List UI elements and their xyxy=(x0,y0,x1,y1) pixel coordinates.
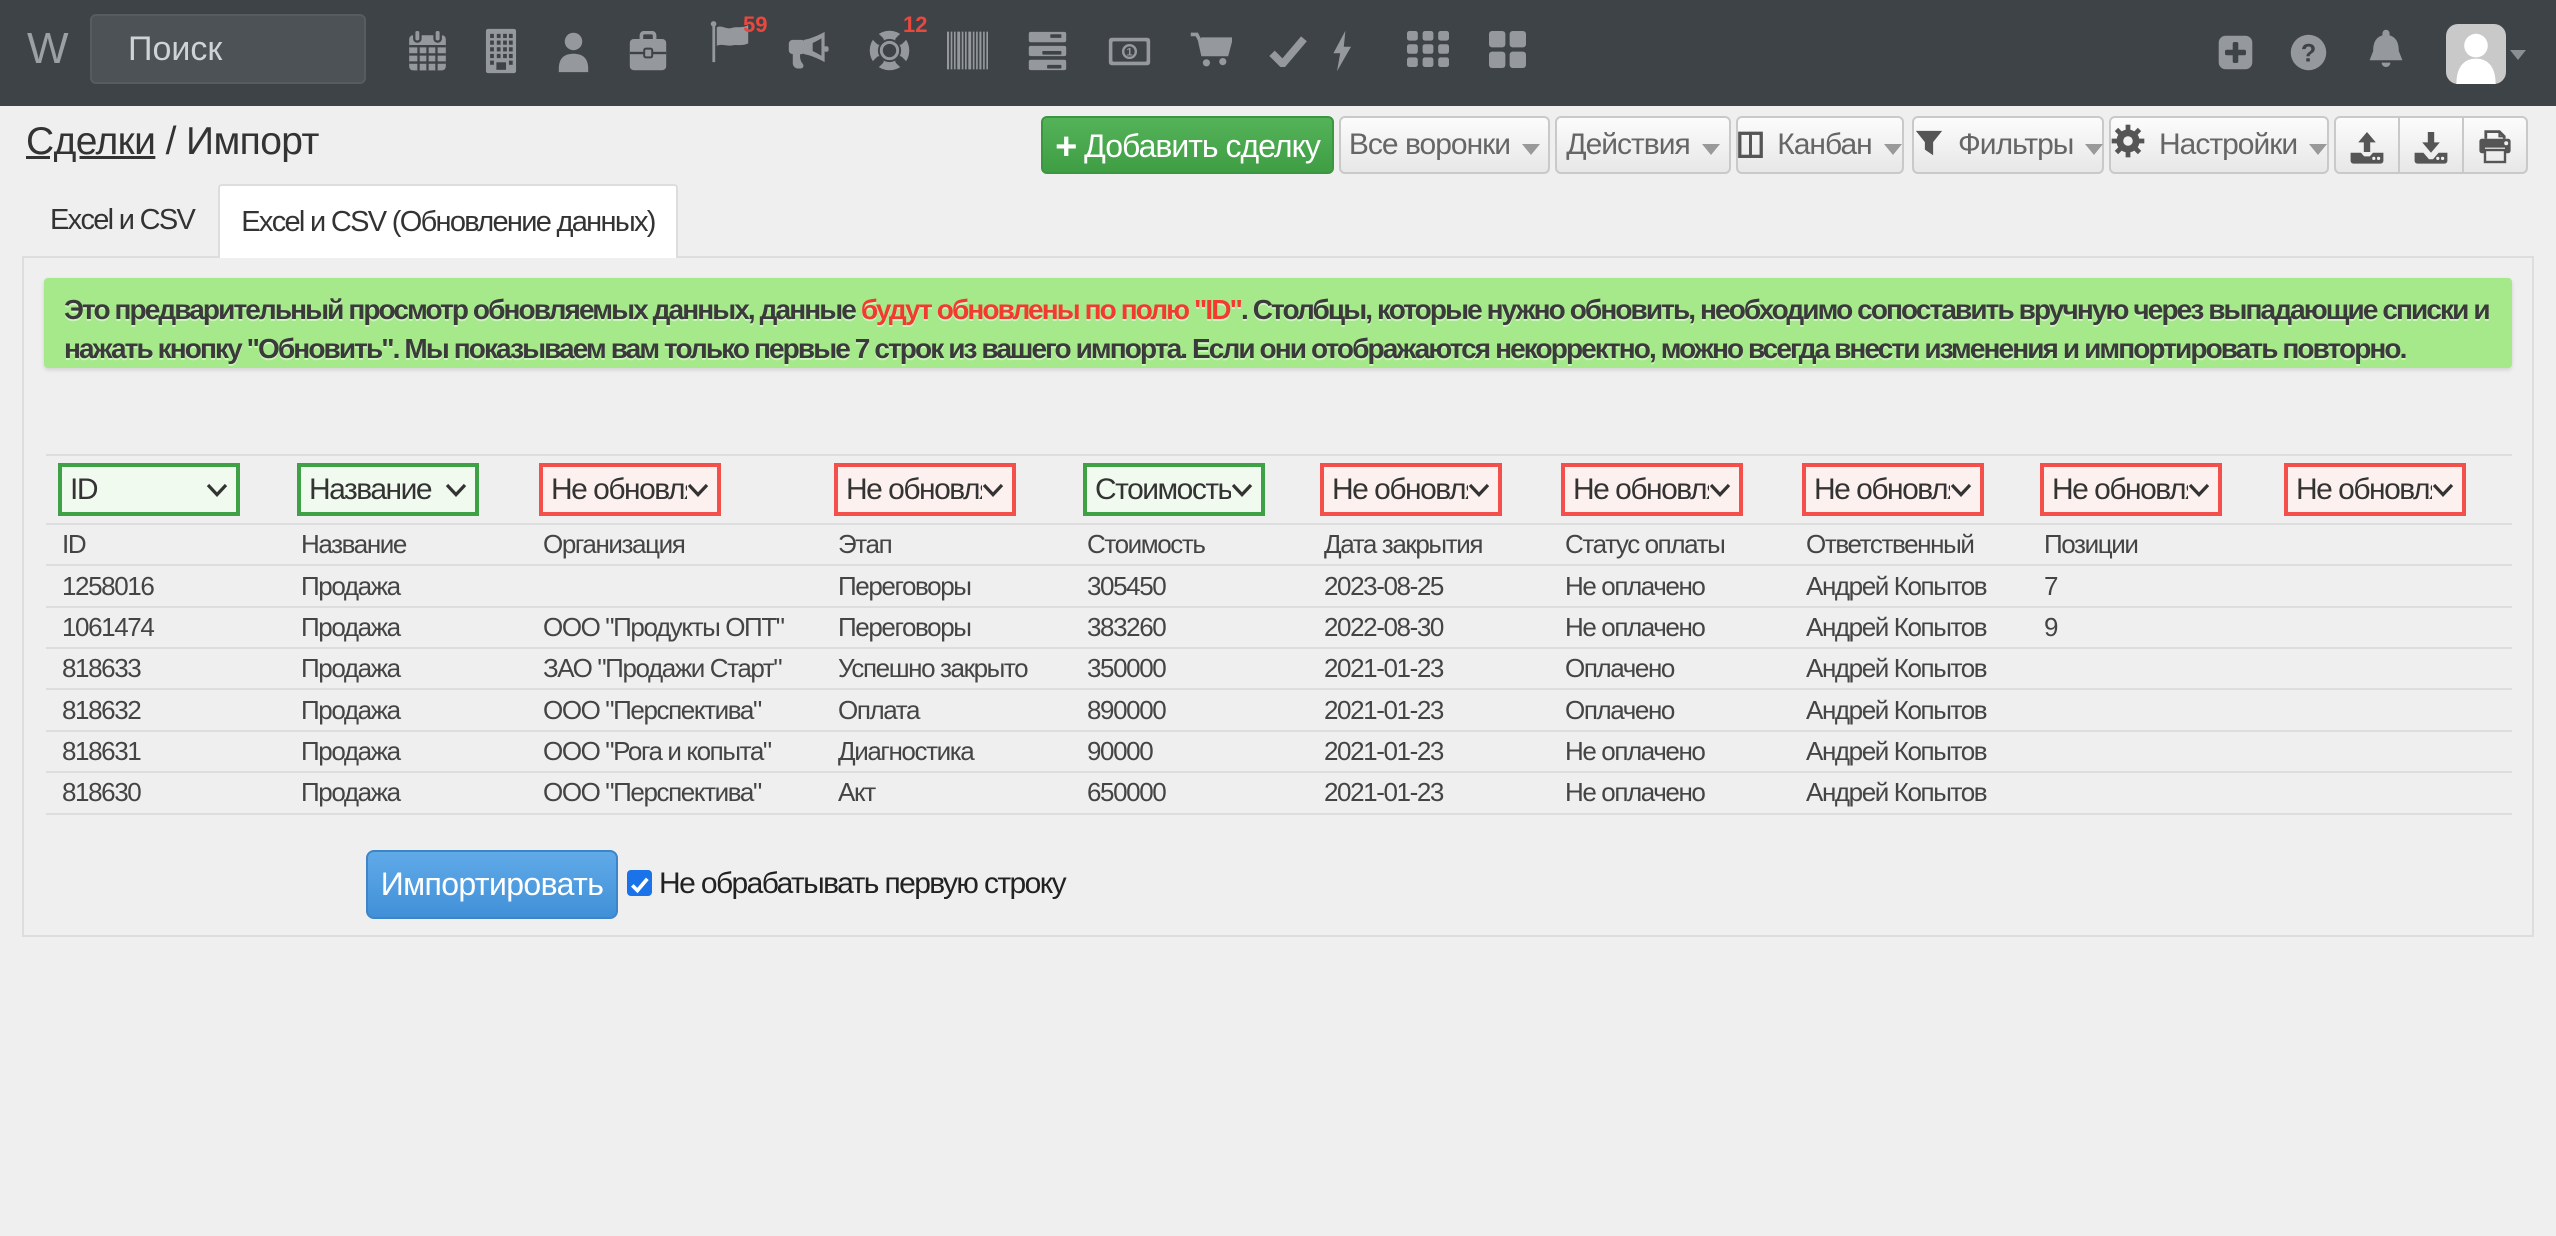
svg-text:?: ? xyxy=(2300,39,2315,67)
svg-text:1: 1 xyxy=(1127,46,1133,58)
